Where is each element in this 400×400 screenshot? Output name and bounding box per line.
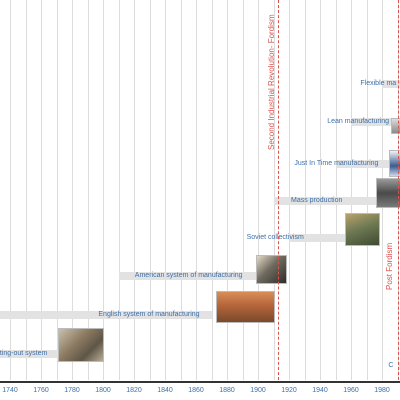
english-system-painting (216, 291, 275, 323)
lean-badge (391, 118, 400, 134)
system-label: American system of manufacturing (134, 272, 243, 279)
tick-label: 1780 (64, 387, 80, 394)
gridline (320, 0, 321, 380)
tick-label: 1920 (281, 387, 297, 394)
gridline (196, 0, 197, 380)
gridline (273, 0, 275, 380)
gridline (211, 0, 213, 380)
system-label: Lean manufacturing (327, 118, 390, 125)
system-label: Just In Time manufacturing (294, 160, 379, 167)
tick-label: 1740 (2, 387, 18, 394)
system-band (273, 197, 398, 205)
system-label: Soviet collectivism (246, 234, 304, 241)
gridline (10, 0, 11, 380)
gridline (258, 0, 259, 380)
gridline (227, 0, 228, 380)
tick-label: 1900 (250, 387, 266, 394)
gridline (165, 0, 166, 380)
era-title: Post Fordism (385, 242, 394, 290)
tick-label: 1820 (126, 387, 142, 394)
system-label: Flexible ma (360, 80, 397, 87)
putting-out-photo (58, 328, 104, 362)
tick-label: 1960 (343, 387, 359, 394)
era-title: Second Industrial Revolution- Fordism (267, 14, 276, 150)
system-label: C (388, 362, 394, 369)
system-band (0, 311, 212, 319)
gridline (134, 0, 135, 380)
gridline (304, 0, 306, 380)
tick-label: 1940 (312, 387, 328, 394)
gridline (72, 0, 73, 380)
era-line (278, 0, 279, 380)
gridline (149, 0, 151, 380)
gridline (87, 0, 89, 380)
tick-label: 1880 (219, 387, 235, 394)
gridline (289, 0, 290, 380)
system-band (289, 234, 351, 242)
gridline (56, 0, 58, 380)
gridline (335, 0, 337, 380)
system-label: English system of manufacturing (98, 311, 200, 318)
gridline (41, 0, 42, 380)
gridline (242, 0, 244, 380)
system-band (382, 80, 400, 88)
system-label: Mass production (291, 197, 343, 204)
gridline (351, 0, 352, 380)
system-band (118, 272, 258, 280)
time-axis (0, 381, 400, 383)
mass-production-photo (376, 178, 400, 208)
gridline (118, 0, 120, 380)
jit-photo (389, 150, 400, 177)
gridline (366, 0, 368, 380)
tick-label: 1760 (33, 387, 49, 394)
gridline (103, 0, 104, 380)
american-system-machine (256, 255, 287, 284)
gridline (180, 0, 182, 380)
system-band (335, 160, 398, 168)
tick-label: 1800 (95, 387, 111, 394)
soviet-collectivism-painting (345, 213, 380, 246)
tick-label: 1860 (188, 387, 204, 394)
era-line (398, 0, 399, 380)
gridline (25, 0, 27, 380)
system-label: utting-out system (0, 350, 48, 357)
system-band (0, 350, 72, 358)
tick-label: 1980 (374, 387, 390, 394)
system-band (351, 118, 398, 126)
tick-label: 1840 (157, 387, 173, 394)
